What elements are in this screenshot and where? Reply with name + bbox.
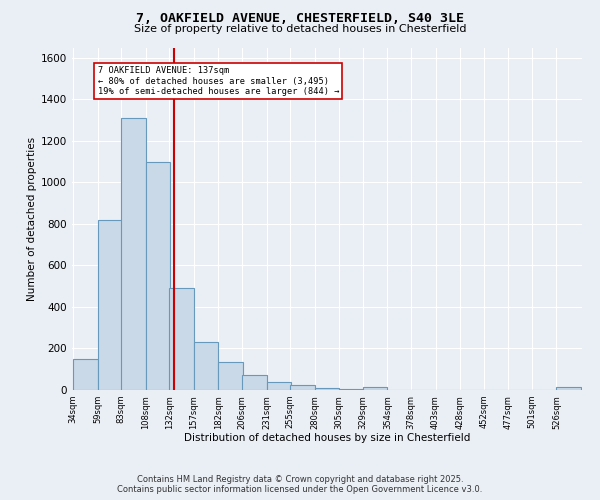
Bar: [146, 162, 170, 390]
Bar: [290, 385, 315, 390]
Text: Size of property relative to detached houses in Chesterfield: Size of property relative to detached ho…: [134, 24, 466, 34]
Text: Contains HM Land Registry data © Crown copyright and database right 2025.
Contai: Contains HM Land Registry data © Crown c…: [118, 474, 482, 494]
Bar: [339, 389, 364, 390]
Y-axis label: Number of detached properties: Number of detached properties: [27, 136, 37, 301]
Bar: [266, 382, 291, 390]
Bar: [98, 220, 122, 390]
Bar: [218, 362, 243, 390]
Bar: [121, 118, 146, 390]
Bar: [315, 388, 339, 390]
Bar: [194, 342, 218, 390]
X-axis label: Distribution of detached houses by size in Chesterfield: Distribution of detached houses by size …: [184, 433, 470, 443]
Bar: [73, 359, 98, 390]
Bar: [242, 376, 266, 390]
Bar: [556, 387, 581, 390]
Text: 7, OAKFIELD AVENUE, CHESTERFIELD, S40 3LE: 7, OAKFIELD AVENUE, CHESTERFIELD, S40 3L…: [136, 12, 464, 26]
Bar: [169, 288, 194, 390]
Bar: [363, 387, 388, 390]
Text: 7 OAKFIELD AVENUE: 137sqm
← 80% of detached houses are smaller (3,495)
19% of se: 7 OAKFIELD AVENUE: 137sqm ← 80% of detac…: [98, 66, 339, 96]
